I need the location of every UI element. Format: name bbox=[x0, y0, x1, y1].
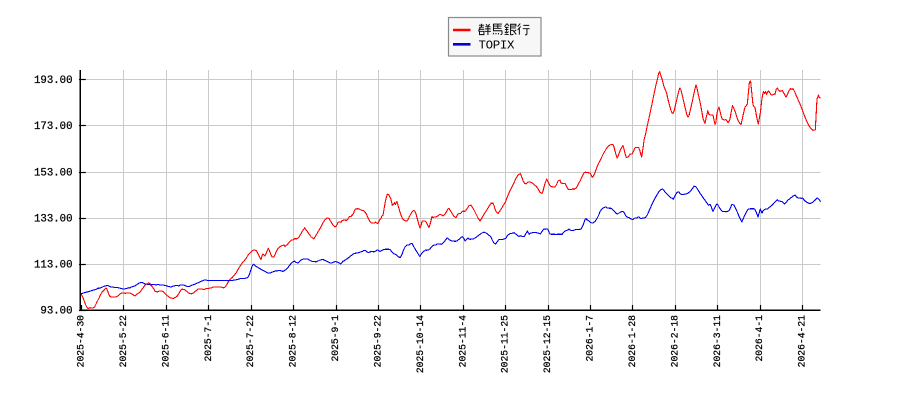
svg-text:2026-1-7: 2026-1-7 bbox=[585, 315, 596, 362]
svg-text:2025-8-12: 2025-8-12 bbox=[288, 315, 299, 368]
svg-text:193.00: 193.00 bbox=[34, 75, 72, 87]
svg-text:TOPIX: TOPIX bbox=[479, 38, 516, 52]
svg-text:2026-4-21: 2026-4-21 bbox=[797, 315, 808, 368]
svg-text:2025-9-1: 2025-9-1 bbox=[330, 315, 341, 362]
svg-text:2025-10-14: 2025-10-14 bbox=[415, 315, 426, 373]
svg-text:93.00: 93.00 bbox=[40, 306, 72, 318]
svg-text:2025-7-1: 2025-7-1 bbox=[203, 315, 214, 362]
svg-text:133.00: 133.00 bbox=[34, 213, 72, 225]
svg-text:2025-6-11: 2025-6-11 bbox=[160, 315, 171, 368]
svg-text:113.00: 113.00 bbox=[34, 260, 72, 272]
svg-text:2025-4-30: 2025-4-30 bbox=[76, 315, 87, 368]
svg-text:2025-11-25: 2025-11-25 bbox=[500, 315, 511, 373]
svg-text:173.00: 173.00 bbox=[34, 121, 72, 133]
svg-text:2025-11-4: 2025-11-4 bbox=[457, 315, 468, 368]
svg-text:2025-5-22: 2025-5-22 bbox=[118, 315, 129, 368]
svg-text:2026-1-28: 2026-1-28 bbox=[627, 315, 638, 368]
svg-text:2025-9-22: 2025-9-22 bbox=[372, 315, 383, 368]
svg-text:2026-3-11: 2026-3-11 bbox=[712, 315, 723, 368]
svg-text:2026-2-18: 2026-2-18 bbox=[669, 315, 680, 368]
svg-text:2026-4-1: 2026-4-1 bbox=[754, 315, 765, 362]
svg-text:2025-7-22: 2025-7-22 bbox=[245, 315, 256, 368]
svg-text:2025-12-15: 2025-12-15 bbox=[542, 315, 553, 373]
svg-text:153.00: 153.00 bbox=[34, 167, 72, 179]
